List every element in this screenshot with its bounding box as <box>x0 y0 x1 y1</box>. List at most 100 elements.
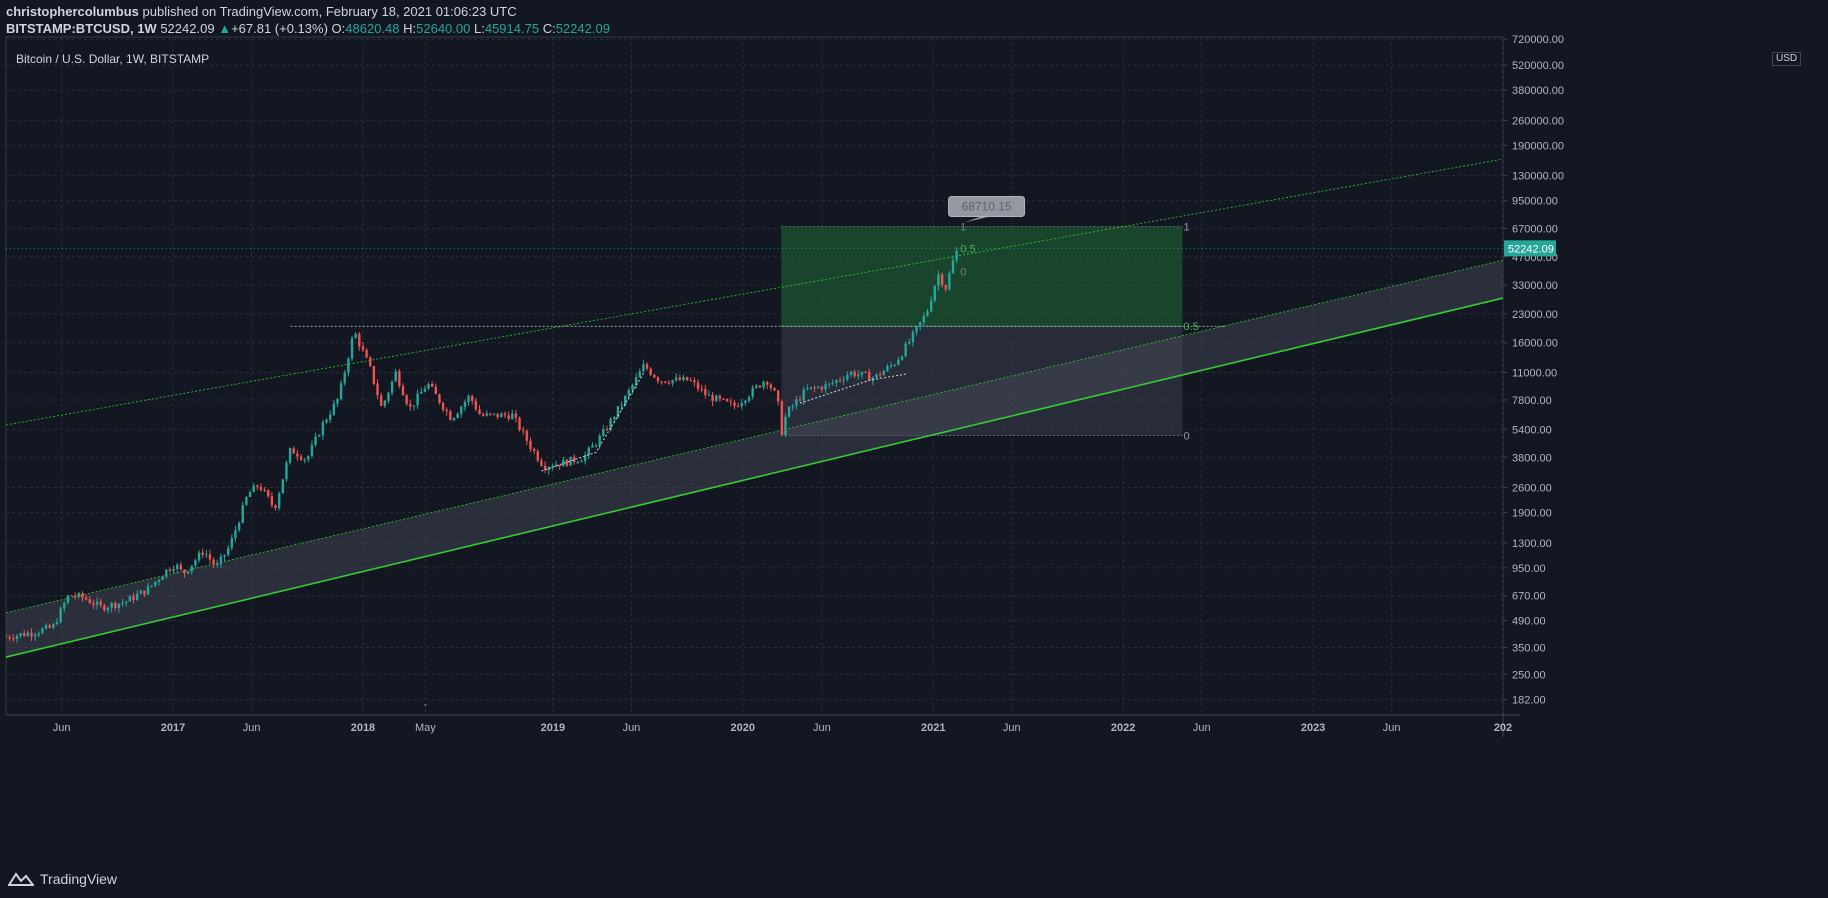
candle-body <box>824 384 827 390</box>
candle-body <box>460 406 463 414</box>
candle-body <box>172 568 175 571</box>
candle-body <box>715 395 718 402</box>
candle-body <box>48 625 51 628</box>
candle-body <box>245 497 248 505</box>
candle-body <box>500 413 503 418</box>
candle-body <box>886 366 889 371</box>
x-tick-label: Jun <box>243 722 261 734</box>
candle-body <box>926 311 929 316</box>
callout-box <box>948 195 1026 217</box>
y-tick-label: 11000.00 <box>1512 368 1557 380</box>
callout-label: 68710.15 <box>962 199 1012 213</box>
candle-body <box>44 625 48 629</box>
y-tick-label: 3800.00 <box>1512 452 1552 464</box>
candle-body <box>780 401 784 435</box>
candle-body <box>638 371 641 378</box>
candle-body <box>318 435 321 437</box>
y-tick-label: 490.00 <box>1512 616 1546 628</box>
y-tick-label: 190000.00 <box>1512 140 1564 152</box>
candle-body <box>551 466 554 468</box>
candle-body <box>784 416 787 435</box>
candle-body <box>281 479 285 494</box>
currency-label[interactable]: USD <box>1772 52 1802 66</box>
candle-body <box>744 400 747 403</box>
candle-body <box>849 371 853 375</box>
candle-body <box>223 554 226 557</box>
candle-body <box>23 633 26 636</box>
candle-body <box>471 395 474 401</box>
candle-body <box>55 622 59 625</box>
candle-body <box>452 417 456 421</box>
candle-body <box>303 459 306 461</box>
y-tick-label: 1300.00 <box>1512 538 1552 550</box>
candle-body <box>434 386 437 395</box>
open-label: O: <box>331 21 346 36</box>
candle-body <box>77 593 81 597</box>
low-value: 45914.75 <box>484 21 540 36</box>
candle-body <box>806 388 809 390</box>
candle-body <box>522 429 525 431</box>
candle-body <box>241 504 244 523</box>
channel-upper-line <box>6 158 1503 426</box>
candle-body <box>919 322 922 327</box>
candle-body <box>802 389 805 401</box>
candle-body <box>700 389 703 391</box>
stray-marker-dot <box>424 704 427 707</box>
candle-body <box>591 445 594 448</box>
candle-body <box>623 395 627 406</box>
candle-body <box>325 419 328 423</box>
candle-body <box>529 440 532 450</box>
fib-small-label: 1 <box>960 221 966 233</box>
candle-body <box>369 357 372 366</box>
candle-body <box>915 326 918 332</box>
candle-body <box>376 383 379 396</box>
candle-body <box>853 371 856 377</box>
x-tick-label: Jun <box>813 722 831 734</box>
candle-body <box>904 343 907 357</box>
candle-body <box>798 399 802 401</box>
candle-body <box>143 590 146 595</box>
candle-body <box>507 415 510 420</box>
y-tick-label: 720000.00 <box>1512 34 1564 46</box>
candle-body <box>696 382 700 390</box>
candle-body <box>292 448 295 454</box>
candle-body <box>423 388 427 392</box>
candle-body <box>631 384 634 391</box>
candle-body <box>562 459 565 467</box>
x-tick-label: Jun <box>1003 722 1021 734</box>
candle-body <box>168 569 172 571</box>
candle-body <box>307 456 310 460</box>
candle-body <box>449 411 452 421</box>
brand-name: TradingView <box>40 871 118 887</box>
candle-body <box>41 628 44 634</box>
footer-brand[interactable]: TradingView <box>8 868 117 890</box>
candle-body <box>656 377 660 382</box>
plot-content <box>6 158 1503 658</box>
candle-body <box>219 556 223 564</box>
y-tick-label: 380000.00 <box>1512 85 1564 97</box>
author-name[interactable]: christophercolumbus <box>6 4 139 19</box>
candle-body <box>427 383 430 389</box>
candle-body <box>481 414 485 416</box>
candle-body <box>190 565 193 572</box>
candle-body <box>339 383 343 400</box>
y-tick-label: 260000.00 <box>1512 115 1564 127</box>
candle-body <box>908 342 911 344</box>
candle-body <box>667 382 671 384</box>
candle-body <box>791 405 794 407</box>
candle-body <box>234 530 237 539</box>
candle-body <box>256 485 259 487</box>
candle-body <box>587 447 590 455</box>
candle-body <box>846 374 849 380</box>
candle-body <box>398 371 401 386</box>
candle-body <box>944 285 947 290</box>
candle-body <box>208 554 212 560</box>
candle-body <box>766 381 769 385</box>
x-tick-label: Jun <box>623 722 641 734</box>
candle-body <box>197 552 201 561</box>
candle-body <box>478 409 481 415</box>
candle-body <box>285 462 288 480</box>
candle-body <box>63 603 66 609</box>
